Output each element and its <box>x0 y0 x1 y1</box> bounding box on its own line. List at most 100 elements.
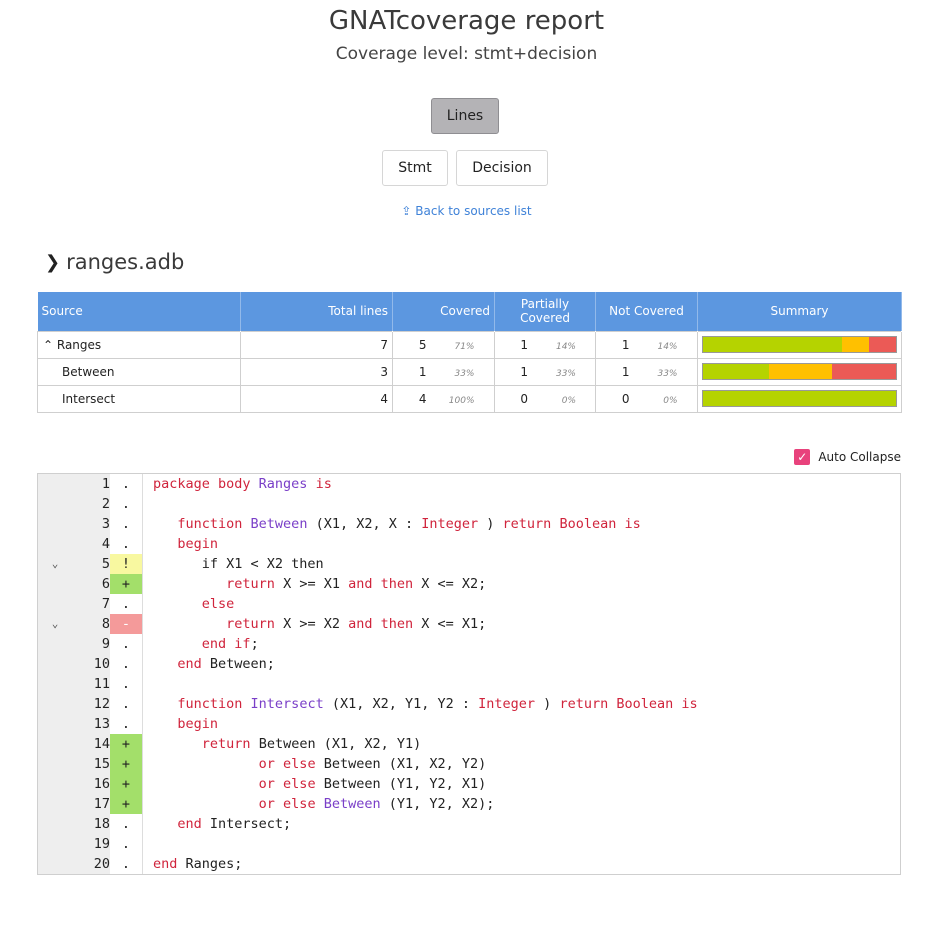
fold-chevron-icon <box>38 474 72 494</box>
source-text: end if; <box>143 634 259 654</box>
chevron-right-icon: ❯ <box>45 251 61 273</box>
checkmark-icon: ✓ <box>797 450 808 464</box>
source-text: begin <box>143 534 218 554</box>
code-token <box>153 576 226 592</box>
fold-chevron-icon[interactable]: ⌄ <box>51 557 59 570</box>
code-token <box>153 516 177 532</box>
fold-chevron-icon <box>38 514 72 534</box>
code-token: (Y1, Y2, X2); <box>380 796 495 812</box>
code-token: Ranges; <box>177 856 243 872</box>
code-line: 11. <box>38 674 900 694</box>
source-text <box>143 674 153 694</box>
summary-not-covered-segment <box>868 337 896 352</box>
code-line: 18. end Intersect; <box>38 814 900 834</box>
code-line: 4. begin <box>38 534 900 554</box>
col-not-covered[interactable]: Not Covered <box>595 292 698 331</box>
code-line: 10. end Between; <box>38 654 900 674</box>
fold-chevron-icon <box>38 794 72 814</box>
keyword-token: package body <box>153 476 259 492</box>
col-total-lines[interactable]: Total lines <box>240 292 393 331</box>
line-number: 6 <box>101 576 110 592</box>
lines-view-button[interactable]: Lines <box>431 98 499 134</box>
keyword-token: and then <box>348 616 414 632</box>
cell-covered: 4 100% <box>392 384 495 413</box>
table-row[interactable]: ⌃ Ranges 7 5 71% 1 14% 1 14% <box>37 330 902 359</box>
coverage-marker: . <box>110 694 143 714</box>
file-name: ranges.adb <box>66 250 185 274</box>
cell-source[interactable]: ⌃ Ranges <box>37 330 241 359</box>
coverage-marker: - <box>110 614 143 634</box>
code-token <box>153 736 202 752</box>
summary-not-covered-segment <box>832 364 896 379</box>
fold-chevron-icon <box>38 534 72 554</box>
code-line: 3. function Between (X1, X2, X : Integer… <box>38 514 900 534</box>
line-gutter: 17 <box>38 794 110 814</box>
covered-count: 4 <box>418 391 427 406</box>
col-summary[interactable]: Summary <box>697 292 902 331</box>
line-number: 2 <box>101 496 110 512</box>
coverage-marker: . <box>110 534 143 554</box>
coverage-marker: + <box>110 774 143 794</box>
fold-chevron-icon[interactable]: ⌄ <box>51 617 59 630</box>
fold-chevron-icon <box>38 814 72 834</box>
source-text: function Intersect (X1, X2, Y1, Y2 : Int… <box>143 694 697 714</box>
code-line: 15 + or else Between (X1, X2, Y2) <box>38 754 900 774</box>
code-token: Between (Y1, Y2, X1) <box>315 776 487 792</box>
fold-chevron-icon <box>38 774 72 794</box>
coverage-marker: . <box>110 674 143 694</box>
code-line: 17 + or else Between (Y1, Y2, X2); <box>38 794 900 814</box>
code-token <box>153 536 177 552</box>
partial-count: 1 <box>520 337 528 352</box>
source-text: return X >= X2 and then X <= X1; <box>143 614 486 634</box>
col-partially-covered[interactable]: Partially Covered <box>494 292 596 331</box>
cell-total: 7 <box>240 330 393 359</box>
cell-covered: 5 71% <box>392 330 495 359</box>
back-to-sources-link[interactable]: ⇪ Back to sources list <box>401 204 532 218</box>
identifier-token: Between <box>250 516 308 532</box>
line-gutter: 9 <box>38 634 110 654</box>
line-gutter: 10 <box>38 654 110 674</box>
fold-chevron-icon <box>38 694 72 714</box>
fold-chevron-icon <box>38 714 72 734</box>
line-number: 18 <box>93 816 110 832</box>
code-token: Between (X1, X2, Y2) <box>315 756 487 772</box>
source-code-view: 1. package body Ranges is 2. 3. function Be… <box>37 473 901 875</box>
code-line: 13. begin <box>38 714 900 734</box>
keyword-token: return Boolean is <box>502 516 641 532</box>
source-text: end Intersect; <box>143 814 291 834</box>
line-number: 5 <box>101 556 110 572</box>
code-token <box>153 796 259 812</box>
source-text: or else Between (Y1, Y2, X1) <box>143 774 487 794</box>
coverage-marker: . <box>110 594 143 614</box>
keyword-token: or else <box>258 796 324 812</box>
code-line: ⌄ 5! if X1 < X2 then <box>38 554 900 574</box>
decision-view-button[interactable]: Decision <box>456 150 548 186</box>
file-heading[interactable]: ❯ ranges.adb <box>45 250 184 274</box>
auto-collapse-checkbox[interactable]: ✓ <box>794 449 811 465</box>
summary-covered-segment <box>703 337 842 352</box>
keyword-token: function <box>177 516 251 532</box>
col-covered[interactable]: Covered <box>392 292 495 331</box>
keyword-token: end <box>177 656 202 672</box>
source-text: else <box>143 594 235 614</box>
coverage-marker: + <box>110 754 143 774</box>
code-token <box>153 596 202 612</box>
partial-count: 0 <box>520 391 528 406</box>
cell-partial: 1 33% <box>494 357 596 386</box>
code-token: X <= X2; <box>413 576 487 592</box>
partial-pct: 0% <box>561 395 576 406</box>
fold-chevron-icon <box>38 674 72 694</box>
auto-collapse-toggle[interactable]: ✓ Auto Collapse <box>794 449 901 465</box>
coverage-marker: + <box>110 794 143 814</box>
summary-partial-segment <box>841 337 869 352</box>
col-source[interactable]: Source <box>37 292 241 331</box>
line-number: 7 <box>101 596 110 612</box>
coverage-marker: . <box>110 634 143 654</box>
keyword-token: end <box>177 816 202 832</box>
identifier-token: Ranges <box>258 476 308 492</box>
keyword-token: or else <box>258 756 316 772</box>
code-token <box>153 696 177 712</box>
stmt-view-button[interactable]: Stmt <box>382 150 448 186</box>
code-token <box>153 636 202 652</box>
table-header-row: Source Total lines Covered Partially Cov… <box>37 292 902 331</box>
